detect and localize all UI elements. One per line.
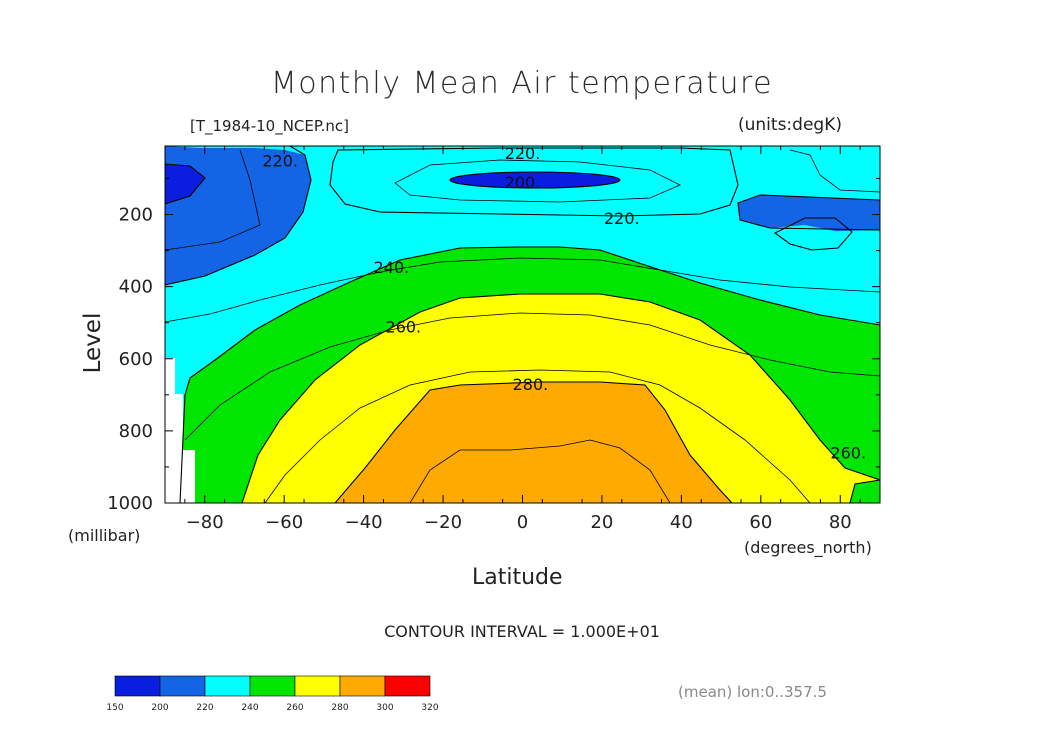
x-tick-label: 20 (590, 512, 613, 533)
contour-label: 220. (604, 209, 640, 228)
x-tick-label: −20 (424, 512, 462, 533)
colorbar-tick-label: 320 (421, 703, 438, 713)
colorbar-swatch (204, 675, 251, 697)
colorbar-tick-label: 300 (376, 703, 393, 713)
file-label: [T_1984-10_NCEP.nc] (190, 117, 349, 135)
contour-line (789, 149, 880, 193)
contour-line (449, 171, 621, 189)
contour-line (334, 381, 733, 503)
colorbar-tick-label: 240 (241, 703, 258, 713)
y-tick-label: 600 (119, 349, 153, 370)
colorbar-swatch (294, 675, 341, 697)
y-tick-label: 400 (119, 277, 153, 298)
x-tick-label: 0 (517, 512, 528, 533)
contour-label: 220. (262, 151, 298, 170)
colorbar-tick-label: 220 (196, 703, 213, 713)
contour-line (179, 246, 880, 503)
contour-label: 240. (374, 258, 410, 277)
contour-label: 260. (830, 444, 866, 463)
contour-line (409, 439, 671, 503)
region-below-200-center (450, 172, 620, 188)
x-tick-label: 80 (829, 512, 852, 533)
contour-boundaries (165, 146, 880, 503)
contour-label: 260. (386, 317, 422, 336)
longitude-note: (mean) lon:0..357.5 (678, 683, 827, 701)
colorbar-tick-label: 150 (106, 703, 123, 713)
y-tick-label: 1000 (107, 493, 153, 514)
contour-line (773, 217, 853, 251)
contour-line (165, 163, 206, 205)
chart-title: Monthly Mean Air temperature (270, 66, 774, 101)
contour-labels: 220. 220.200.220.240.260.280.260. (262, 144, 866, 462)
region-240-260 (850, 480, 880, 503)
x-axis-label: Latitude (472, 565, 563, 590)
x-tick-label: −80 (186, 512, 224, 533)
contour-line (329, 147, 739, 217)
contour-interval: CONTOUR INTERVAL = 1.000E+01 (384, 622, 660, 641)
colorbar-swatch (159, 675, 206, 697)
contour-line (184, 312, 880, 441)
colorbar-swatch (384, 675, 431, 697)
contour-label: 280. (513, 375, 549, 394)
colorbar: 150 200 220 240 260 280 300 320 (106, 675, 439, 713)
x-tick-label: −60 (265, 512, 303, 533)
contour-label: 200. (505, 173, 541, 192)
colorbar-swatch (114, 675, 161, 697)
y-axis-unit: (millibar) (68, 526, 141, 545)
colorbar-tick-label: 260 (286, 703, 303, 713)
contour-line (165, 149, 261, 251)
y-tick-label: 200 (119, 205, 153, 226)
colorbar-tick-label: 200 (151, 703, 168, 713)
contour-line (241, 293, 880, 503)
contour-line (264, 369, 811, 503)
x-axis-unit: (degrees_north) (744, 538, 872, 557)
region-280-300 (335, 382, 732, 503)
contour-line (737, 194, 880, 231)
contour-lines (165, 149, 880, 503)
contour-line (165, 257, 880, 323)
region-below-200-left (165, 164, 205, 204)
contour-line (849, 479, 880, 503)
x-tick-label: 40 (670, 512, 693, 533)
y-axis: 200 400 600 800 1000 (107, 177, 880, 514)
x-tick-label: −40 (345, 512, 383, 533)
x-axis: −80 −60 −40 −20 0 20 40 60 80 (184, 146, 861, 533)
colorbar-swatch (249, 675, 296, 697)
contour-field (165, 146, 880, 503)
units-label: (units:degK) (738, 115, 842, 135)
contour-line (165, 146, 312, 286)
y-tick-label: 800 (119, 421, 153, 442)
colorbar-swatch (339, 675, 386, 697)
colorbar-tick-label: 280 (331, 703, 348, 713)
contour-line (394, 159, 681, 203)
x-tick-label: 60 (749, 512, 772, 533)
